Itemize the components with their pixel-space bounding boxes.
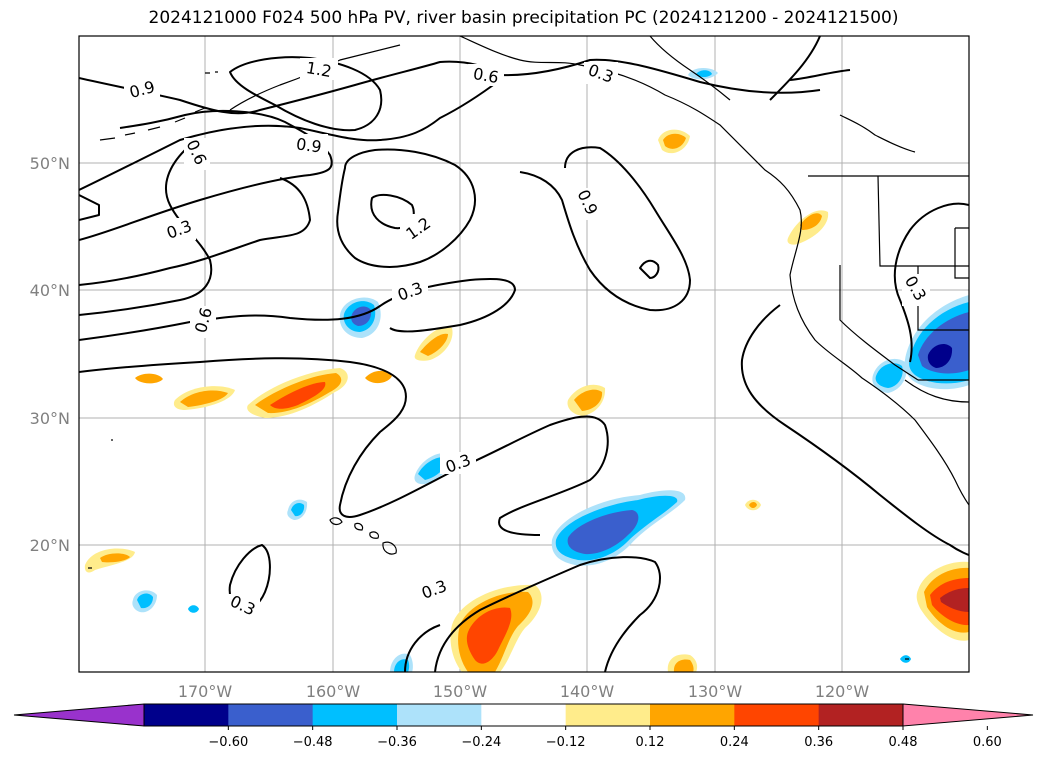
- colorbar-tick-label: 0.12: [636, 735, 665, 750]
- precip-fills: [84, 67, 969, 672]
- colorbar-outline: [143, 703, 904, 727]
- colorbar-segment: [818, 704, 904, 726]
- islands: [88, 71, 909, 660]
- colorbar-extend-low: [13, 703, 145, 727]
- lon-label-130w: 130°W: [688, 682, 743, 701]
- colorbar-tick-label: −0.48: [293, 735, 333, 750]
- colorbar-tick-label: 0.60: [973, 735, 1002, 750]
- colorbar-segment: [734, 704, 820, 726]
- colorbar-segment: [650, 704, 735, 726]
- colorbar-tick-label: −0.24: [461, 735, 501, 750]
- latitude-labels: 50°N 40°N 30°N 20°N: [30, 154, 70, 555]
- colorbar-extend-high: [902, 703, 1034, 727]
- colorbar-segment: [144, 704, 229, 726]
- lon-label-160w: 160°W: [306, 682, 361, 701]
- contour-labels: 0.9 1.2 0.6 0.3 0.6 0.9 0.3 1.2 0.9 0.3 …: [124, 58, 930, 619]
- lon-label-170w: 170°W: [178, 682, 233, 701]
- colorbar-tick-label: 0.36: [804, 735, 833, 750]
- colorbar-segment: [565, 704, 651, 726]
- colorbar-segment: [397, 704, 482, 726]
- longitude-labels: 170°W 160°W 150°W 140°W 130°W 120°W: [178, 682, 870, 701]
- contour-label: 0.6: [472, 64, 500, 87]
- lat-label-20n: 20°N: [30, 536, 70, 555]
- colorbar: −0.60 −0.48 −0.36 −0.24 −0.12 0.12 0.24 0.36 0.4…: [13, 703, 1034, 750]
- graticule: [79, 36, 969, 672]
- map-area: [79, 36, 969, 672]
- contour-label: 1.2: [305, 58, 333, 81]
- colorbar-tick-label: 0.24: [720, 735, 749, 750]
- contour-label: 0.9: [295, 134, 323, 156]
- lon-label-140w: 140°W: [560, 682, 615, 701]
- colorbar-tick-label: −0.12: [546, 735, 586, 750]
- colorbar-tick-label: −0.60: [208, 735, 248, 750]
- colorbar-tick-label: 0.48: [889, 735, 918, 750]
- colorbar-tick-label: −0.36: [377, 735, 417, 750]
- colorbar-segment: [228, 704, 314, 726]
- map-title: 2024121000 F024 500 hPa PV, river basin …: [148, 8, 899, 28]
- lat-label-50n: 50°N: [30, 154, 70, 173]
- lat-label-30n: 30°N: [30, 409, 70, 428]
- lon-label-120w: 120°W: [815, 682, 870, 701]
- map-frame: [78, 35, 970, 673]
- lat-label-40n: 40°N: [30, 281, 70, 300]
- colorbar-segment: [481, 704, 567, 726]
- colorbar-segment: [312, 704, 398, 726]
- coastlines: [99, 36, 969, 506]
- lon-label-150w: 150°W: [433, 682, 488, 701]
